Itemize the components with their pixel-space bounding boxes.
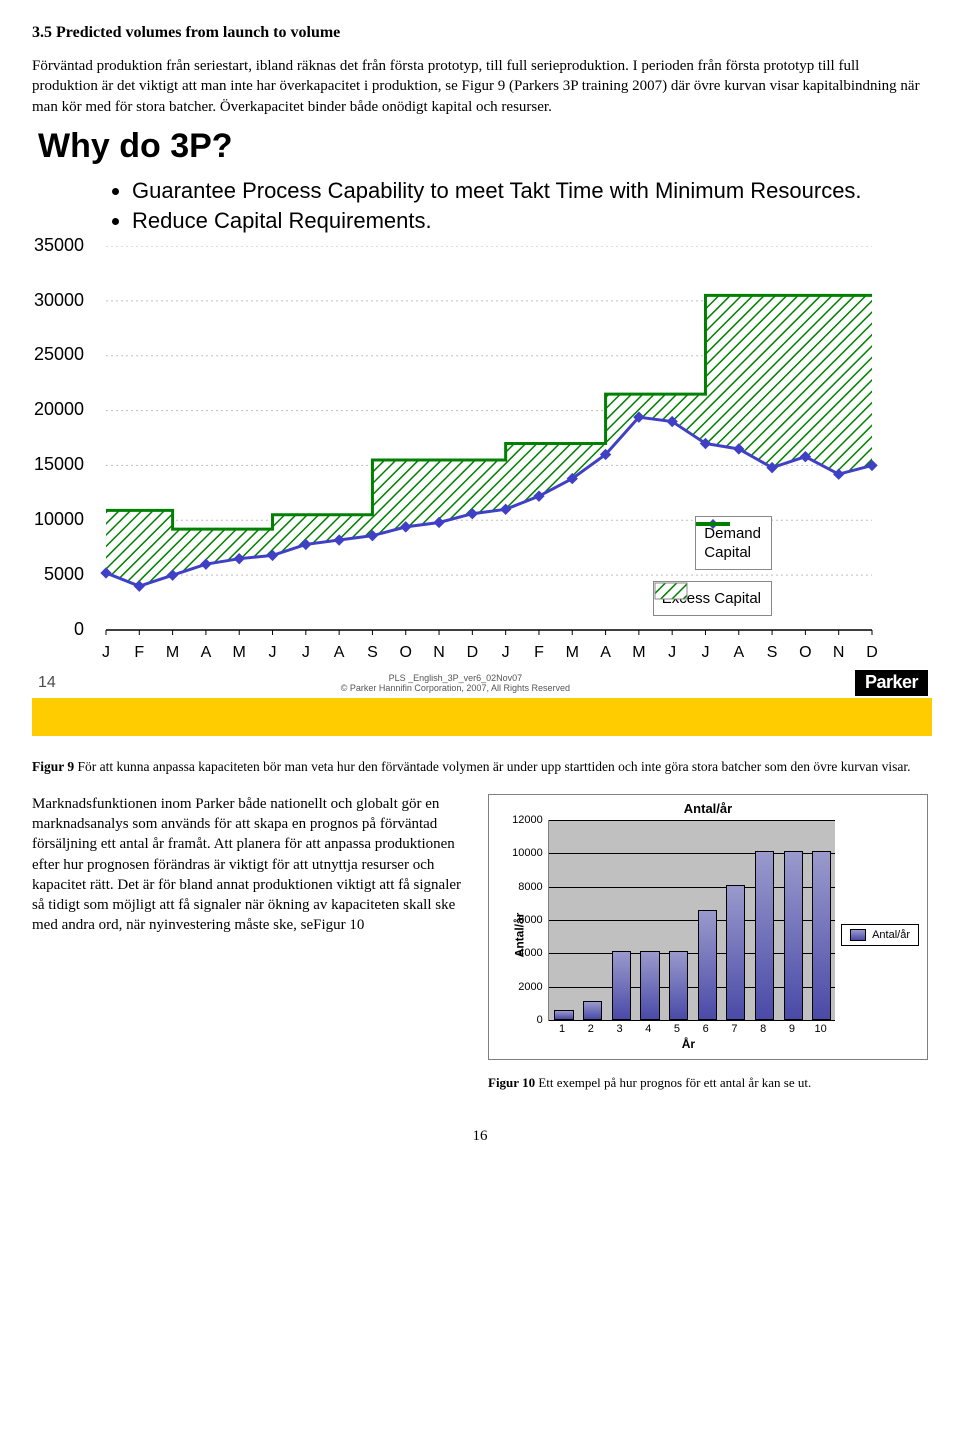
demand-capital-chart: 05000100001500020000250003000035000JFMAM… xyxy=(32,246,892,666)
parker-logo: Parker xyxy=(855,670,928,696)
bar-plot-area: 020004000600080001000012000 xyxy=(548,820,835,1021)
paragraph-1: Förväntad produktion från seriestart, ib… xyxy=(32,56,928,117)
slide-bullets: Guarantee Process Capability to meet Tak… xyxy=(92,178,932,234)
figure-9-label: Figur 9 xyxy=(32,759,78,774)
figure-10-caption: Figur 10 Ett exempel på hur prognos för … xyxy=(488,1074,928,1092)
figure-9-text: För att kunna anpassa kapaciteten bör ma… xyxy=(78,759,911,774)
slide-bullet-2: Reduce Capital Requirements. xyxy=(132,208,932,234)
bar-chart-title: Antal/år xyxy=(497,801,919,816)
bar-legend-text: Antal/år xyxy=(872,929,910,941)
slide-copy-line1: PLS _English_3P_ver6_02Nov07 xyxy=(56,673,855,683)
slide-title: Why do 3P? xyxy=(38,127,932,166)
bar-x-labels: 12345678910 xyxy=(548,1021,835,1035)
slide-footer: 14 PLS _English_3P_ver6_02Nov07 © Parker… xyxy=(38,670,928,696)
forecast-bar-chart: Antal/år Antal/år 0200040006000800010000… xyxy=(488,794,928,1060)
page-number: 16 xyxy=(32,1128,928,1145)
figure-10-text: Ett exempel på hur prognos för ett antal… xyxy=(538,1075,811,1090)
bar-legend: Antal/år xyxy=(841,924,919,946)
bar-x-axis-label: År xyxy=(542,1037,835,1051)
paragraph-2: Marknadsfunktionen inom Parker både nati… xyxy=(32,794,468,936)
slide-page-number: 14 xyxy=(38,674,56,692)
figure-10-label: Figur 10 xyxy=(488,1075,538,1090)
slide-why-do-3p: Why do 3P? Guarantee Process Capability … xyxy=(32,127,928,736)
slide-yellow-bar xyxy=(32,698,932,736)
section-heading: 3.5 Predicted volumes from launch to vol… xyxy=(32,24,928,42)
figure-9-caption: Figur 9 För att kunna anpassa kapacitete… xyxy=(32,758,928,776)
bar-legend-swatch xyxy=(850,929,866,941)
slide-copy-line2: © Parker Hannifin Corporation, 2007, All… xyxy=(56,683,855,693)
slide-copyright: PLS _English_3P_ver6_02Nov07 © Parker Ha… xyxy=(56,673,855,693)
slide-bullet-1: Guarantee Process Capability to meet Tak… xyxy=(132,178,932,204)
